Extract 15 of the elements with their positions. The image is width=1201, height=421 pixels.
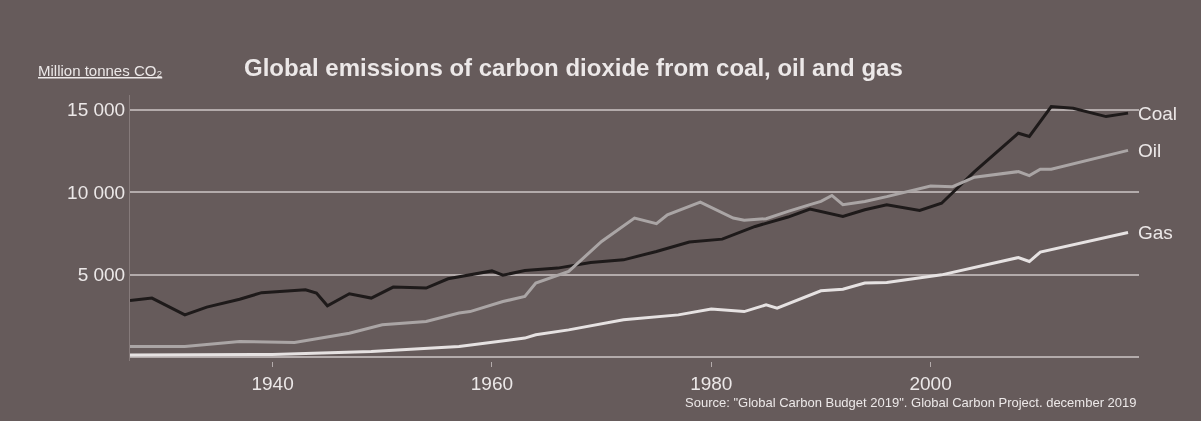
line-series [130, 231, 1130, 357]
series-label: Oil [1138, 140, 1162, 161]
series-label: Coal [1138, 103, 1178, 124]
x-tick-label: 1980 [690, 372, 733, 394]
x-tick-label: 1940 [251, 372, 294, 394]
source-note: Source: "Global Carbon Budget 2019". Global Carbon Project. december 2019 [685, 395, 1137, 410]
series-label: Gas [1138, 222, 1173, 243]
y-tick-label: 10 000 [67, 181, 126, 203]
line-series [130, 105, 1130, 317]
y-tick-label: 15 000 [67, 99, 126, 121]
x-tick-label: 1960 [470, 372, 514, 394]
chart-title: Global emissions of carbon dioxide from coal, oil and gas [244, 54, 903, 81]
x-tick-label: 2000 [909, 372, 952, 394]
y-axis-title: Million tonnes CO₂ [38, 62, 163, 79]
y-tick-label: 5 000 [77, 264, 126, 286]
